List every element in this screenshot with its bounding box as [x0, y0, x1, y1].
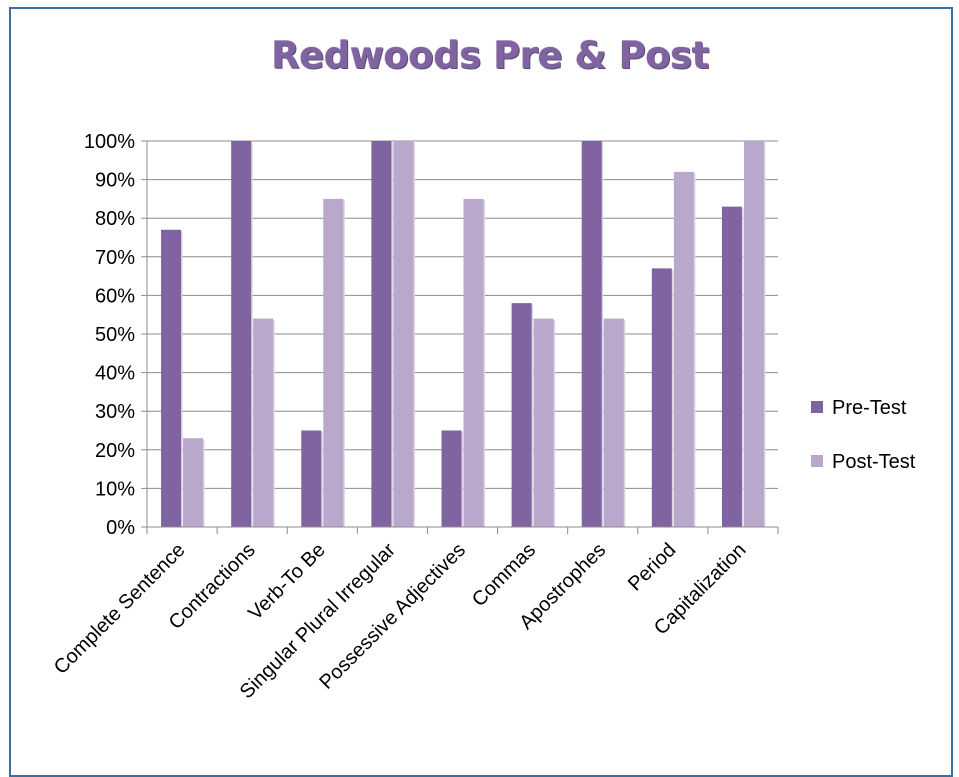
legend-swatch — [811, 455, 823, 467]
bar-pre-test — [651, 268, 672, 527]
bar-post-test — [253, 318, 274, 527]
bar-pre-test — [301, 430, 322, 527]
bar-pre-test — [371, 141, 392, 527]
y-tick-label: 80% — [95, 208, 135, 230]
legend-label: Post-Test — [832, 451, 916, 473]
y-axis-tick-labels: 0% 10% 20% 30% 40% 50% 60% 70% 80% 90% 100% — [84, 131, 135, 539]
axes — [146, 141, 779, 534]
bar-pre-test — [161, 229, 182, 527]
x-category-label: Possessive Adjectives — [315, 539, 470, 694]
bar-post-test — [533, 318, 554, 527]
y-tick-label: 90% — [95, 170, 135, 192]
y-tick-label: 40% — [95, 363, 135, 385]
chart-title: Redwoods Pre & Post — [271, 34, 709, 77]
y-tick-label: 50% — [95, 324, 135, 346]
bar-post-test — [743, 141, 764, 527]
bar-post-test — [323, 198, 344, 527]
bar-pre-test — [581, 141, 602, 527]
legend: Pre-Test Post-Test — [811, 397, 916, 473]
y-tick-label: 60% — [95, 285, 135, 307]
y-tick-label: 10% — [95, 478, 135, 500]
bar-pre-test — [231, 141, 252, 527]
bars — [161, 141, 766, 527]
y-tick-label: 30% — [95, 401, 135, 423]
bar-pre-test — [721, 206, 742, 527]
y-tick-label: 0% — [106, 517, 135, 539]
y-tick-label: 70% — [95, 247, 135, 269]
bar-post-test — [393, 141, 414, 527]
x-category-label: Commas — [468, 539, 540, 611]
x-category-label: Complete Sentence — [50, 539, 190, 679]
bar-pre-test — [441, 430, 462, 527]
bar-post-test — [183, 438, 204, 527]
y-tick-label: 100% — [84, 131, 135, 153]
bar-post-test — [603, 318, 624, 527]
bar-pre-test — [511, 303, 532, 527]
bar-post-test — [673, 171, 694, 527]
legend-label: Pre-Test — [832, 397, 907, 419]
bar-post-test — [463, 198, 484, 527]
y-tick-label: 20% — [95, 440, 135, 462]
x-category-label: Period — [624, 539, 680, 595]
legend-swatch — [811, 401, 823, 413]
